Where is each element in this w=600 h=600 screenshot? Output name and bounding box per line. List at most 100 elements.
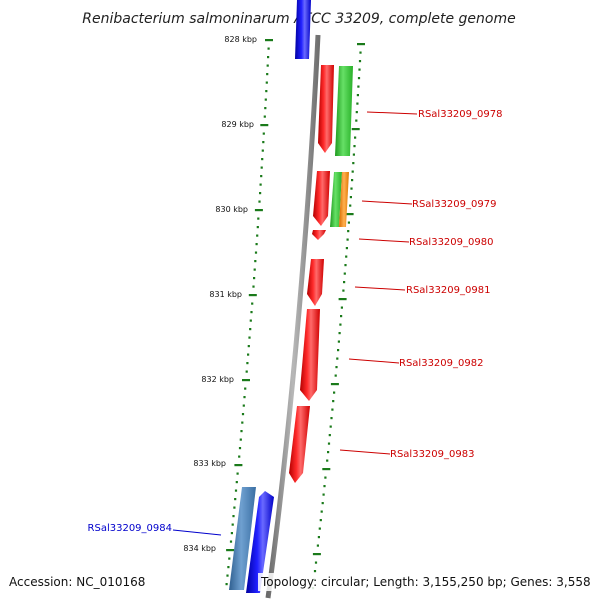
minor-tick (353, 145, 356, 148)
minor-tick (254, 251, 258, 254)
minor-tick (260, 166, 263, 169)
minor-tick (346, 238, 349, 241)
minor-tick (333, 391, 336, 394)
minor-tick (264, 107, 267, 110)
major-tick (234, 464, 243, 467)
gene-RSal33209_0980[interactable] (312, 230, 326, 240)
feature-green-0979[interactable] (330, 172, 342, 227)
minor-tick (338, 332, 341, 335)
minor-tick (242, 404, 245, 407)
gene-reverse-top[interactable] (295, 0, 311, 59)
minor-tick (253, 277, 256, 280)
leader-line (172, 529, 222, 536)
leader-line (354, 286, 406, 291)
minor-tick (234, 498, 237, 501)
gene-RSal33209_0984[interactable] (229, 487, 256, 590)
minor-tick (267, 47, 270, 50)
major-tick (226, 549, 235, 552)
minor-tick (356, 94, 359, 97)
topology-backdrop (258, 573, 594, 591)
minor-tick (343, 272, 346, 275)
minor-tick (235, 481, 238, 484)
minor-tick (314, 561, 318, 564)
minor-tick (340, 306, 343, 309)
minor-tick (358, 60, 362, 63)
minor-tick (339, 323, 342, 326)
major-tick (242, 379, 250, 382)
minor-tick (323, 485, 326, 488)
major-tick (312, 553, 321, 556)
minor-tick (345, 255, 348, 258)
minor-tick (233, 506, 236, 509)
minor-tick (352, 162, 355, 165)
gene-RSal33209_0979[interactable] (313, 171, 330, 226)
gene-label-0979[interactable]: RSal33209_0979 (412, 199, 496, 210)
minor-tick (337, 349, 340, 352)
scale-label: 830 kbp (215, 205, 248, 214)
major-tick (260, 124, 269, 127)
minor-tick (335, 366, 338, 369)
gene-label-0983[interactable]: RSal33209_0983 (390, 449, 474, 460)
gene-label-0980[interactable]: RSal33209_0980 (409, 237, 493, 248)
minor-tick (321, 502, 324, 505)
gene-RSal33209_0982[interactable] (300, 309, 320, 401)
minor-tick (357, 85, 360, 88)
minor-tick (331, 408, 334, 411)
minor-tick (245, 370, 248, 373)
minor-tick (262, 132, 265, 135)
gene-label-0978[interactable]: RSal33209_0978 (418, 109, 502, 120)
leader-line (348, 358, 400, 364)
topology-text: Topology: circular; Length: 3,155,250 bp… (260, 575, 591, 589)
major-tick (345, 213, 354, 216)
minor-tick (345, 247, 348, 250)
minor-tick (351, 179, 354, 182)
minor-tick (234, 489, 238, 492)
minor-tick (351, 170, 354, 173)
minor-tick (240, 430, 243, 433)
minor-tick (319, 519, 322, 522)
minor-tick (332, 400, 335, 403)
minor-tick (243, 396, 246, 399)
minor-tick (336, 357, 339, 360)
minor-tick (257, 217, 260, 220)
gene-label-0984[interactable]: RSal33209_0984 (88, 523, 172, 534)
scale-label: 833 kbp (193, 459, 226, 468)
feature-green-0978[interactable] (335, 66, 353, 156)
minor-tick (246, 362, 249, 365)
gene-RSal33209_0983[interactable] (289, 406, 310, 483)
minor-tick (265, 81, 268, 84)
gene-label-0982[interactable]: RSal33209_0982 (399, 358, 483, 369)
feature-orange-0979[interactable] (339, 172, 349, 227)
minor-tick (266, 73, 269, 76)
leader-line (361, 200, 413, 205)
minor-tick (258, 200, 261, 203)
minor-tick (358, 68, 361, 71)
scale-labels: 828 kbp 829 kbp 830 kbp 831 kbp 832 kbp … (183, 35, 257, 553)
minor-tick (259, 192, 262, 195)
scale-label: 829 kbp (221, 120, 254, 129)
scale-label: 832 kbp (201, 375, 234, 384)
genome-backbone (265, 34, 321, 599)
gene-label-0981[interactable]: RSal33209_0981 (406, 285, 490, 296)
minor-tick (254, 260, 257, 263)
minor-tick (238, 447, 242, 450)
major-tick (330, 383, 339, 386)
gene-RSal33209_0978[interactable] (318, 65, 334, 153)
minor-tick (232, 515, 235, 518)
leader-line (366, 111, 418, 115)
minor-tick (248, 336, 251, 339)
minor-tick (229, 540, 233, 543)
leader-line (339, 449, 391, 455)
minor-tick (230, 532, 233, 535)
minor-tick (241, 421, 244, 424)
gene-RSal33209_0981[interactable] (307, 259, 324, 306)
tick-ladder-left (225, 39, 273, 586)
minor-tick (329, 425, 332, 428)
minor-tick (313, 570, 317, 573)
minor-tick (337, 340, 340, 343)
major-tick (351, 128, 360, 131)
minor-tick (357, 77, 361, 80)
minor-tick (267, 56, 270, 59)
gene-reverse-bottom[interactable] (246, 491, 274, 593)
scale-label: 828 kbp (224, 35, 257, 44)
